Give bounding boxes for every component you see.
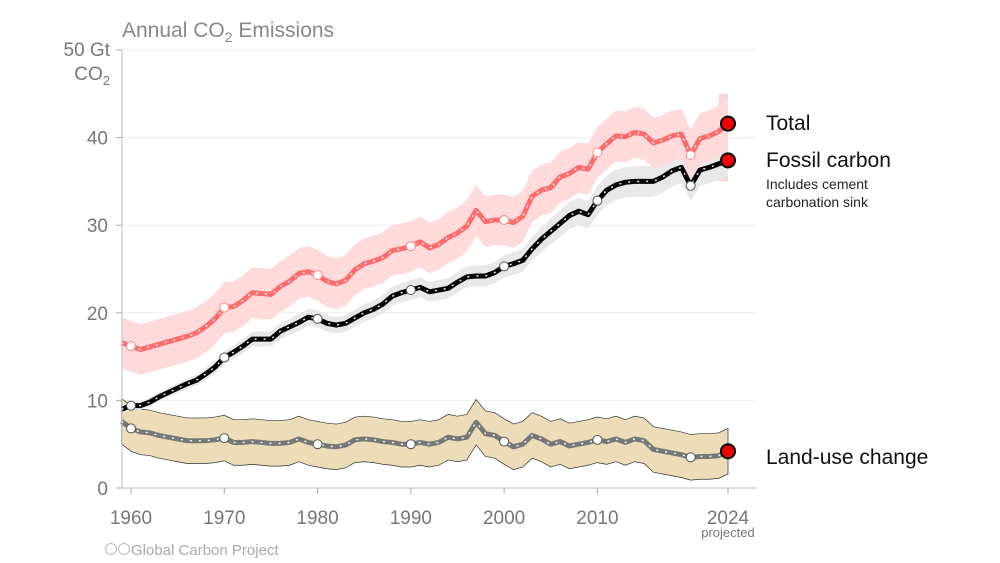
legend-fossil-note-1: Includes cement xyxy=(766,176,868,192)
uncertainty-band-1 xyxy=(121,143,728,414)
y-tick-label: 40 xyxy=(87,129,108,150)
x-tick-label: 2000 xyxy=(483,508,525,529)
legend-total: Total xyxy=(766,112,810,135)
credit: Global Carbon Project xyxy=(105,542,279,559)
year-marker xyxy=(499,214,510,225)
uncertainty-band-0 xyxy=(121,98,728,375)
y-axis-label-gas: CO2 xyxy=(74,64,110,88)
by-icon xyxy=(118,543,130,555)
x-tick-label: 2024 xyxy=(707,508,750,529)
x-tick-note: projected xyxy=(701,525,754,540)
projection-marker xyxy=(720,152,736,169)
x-tick-label: 1980 xyxy=(296,508,338,529)
year-marker xyxy=(685,452,696,463)
year-marker xyxy=(405,241,416,252)
x-tick-label: 2010 xyxy=(576,508,618,529)
year-marker xyxy=(405,439,416,450)
year-marker xyxy=(126,400,136,411)
credit-text: Global Carbon Project xyxy=(131,542,279,559)
legend-fossil-note-2: carbonation sink xyxy=(766,194,869,210)
x-tick-label: 1960 xyxy=(110,508,152,529)
year-marker xyxy=(405,285,416,296)
year-marker xyxy=(126,341,136,352)
uncertainty-band-2 xyxy=(121,397,729,481)
year-marker xyxy=(499,261,510,272)
x-tick-label: 1990 xyxy=(390,508,432,529)
x-tick-label: 1970 xyxy=(203,508,245,529)
year-marker xyxy=(219,433,230,444)
year-marker xyxy=(219,352,230,363)
year-marker xyxy=(592,434,603,445)
year-marker xyxy=(685,150,696,161)
year-marker xyxy=(592,195,603,206)
year-marker xyxy=(312,439,323,450)
projection-marker xyxy=(720,443,736,460)
legend-land-use: Land-use change xyxy=(766,446,928,469)
chart-title: Annual CO2 Emissions xyxy=(122,19,334,45)
year-marker xyxy=(312,313,323,324)
year-marker xyxy=(126,423,136,434)
year-marker xyxy=(499,436,510,447)
year-marker xyxy=(685,180,696,191)
y-tick-label: 10 xyxy=(87,391,108,412)
year-marker xyxy=(592,147,603,158)
year-marker xyxy=(312,270,323,281)
y-tick-label: 20 xyxy=(87,304,108,325)
y-axis-label-unit: 50 Gt xyxy=(64,40,111,61)
cc-icon xyxy=(105,543,117,555)
y-tick-label: 30 xyxy=(87,216,108,237)
legend-fossil: Fossil carbon xyxy=(766,149,891,172)
projection-marker xyxy=(720,115,736,132)
y-tick-label: 0 xyxy=(97,479,108,500)
year-marker xyxy=(219,302,230,313)
